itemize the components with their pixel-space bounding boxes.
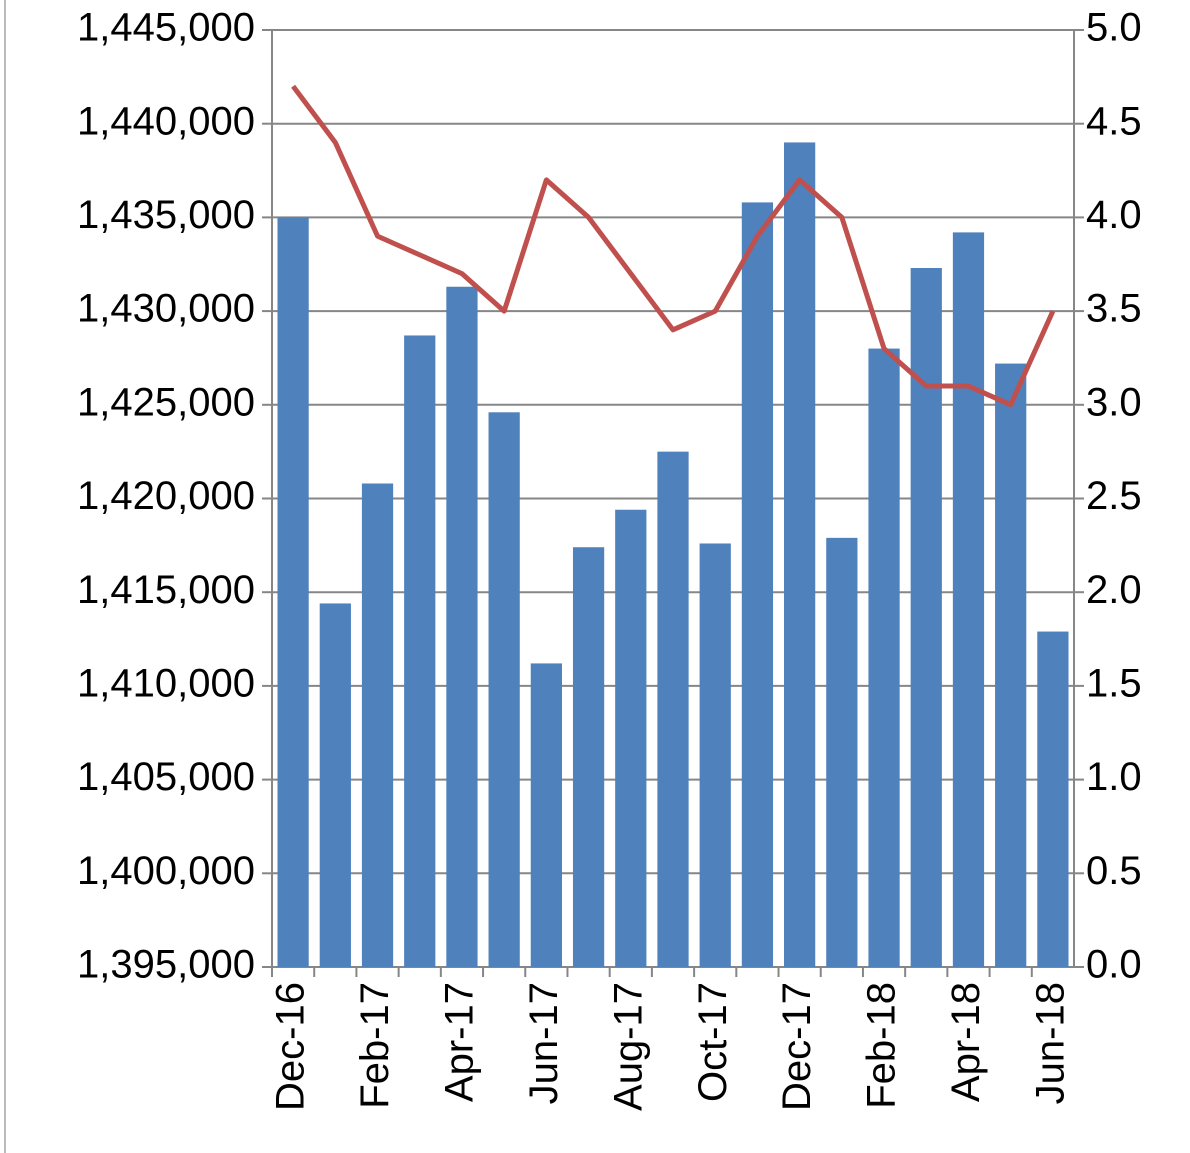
y2-tick-label: 4.0 xyxy=(1086,193,1142,237)
line xyxy=(291,84,1056,408)
bar xyxy=(404,335,436,967)
y-tick-label: 1,430,000 xyxy=(77,287,255,331)
y-tick-label: 1,415,000 xyxy=(77,568,255,612)
y2-tick-label: 4.5 xyxy=(1086,99,1142,143)
bar xyxy=(615,509,647,967)
x-tick-label: Aug-17 xyxy=(606,982,650,1111)
bar xyxy=(446,286,478,967)
y-tick-label: 1,445,000 xyxy=(77,6,255,50)
x-tick-label: Jun-18 xyxy=(1028,982,1072,1104)
x-tick-label: Dec-16 xyxy=(269,982,313,1111)
y2-tick-label: 0.0 xyxy=(1086,943,1142,987)
x-tick-label: Apr-18 xyxy=(944,982,988,1102)
y2-tick-label: 2.5 xyxy=(1086,474,1142,518)
y2-tick-label: 1.5 xyxy=(1086,661,1142,705)
bar xyxy=(488,412,520,967)
bar xyxy=(826,537,858,967)
bar xyxy=(572,547,605,967)
y2-tick-label: 0.5 xyxy=(1086,849,1142,893)
y-tick-label: 1,405,000 xyxy=(77,755,255,799)
x-tick-label: Apr-17 xyxy=(438,982,482,1102)
y2-tick-label: 1.0 xyxy=(1086,755,1142,799)
y-tick-label: 1,420,000 xyxy=(77,474,255,518)
bar xyxy=(530,663,562,967)
bar xyxy=(277,217,309,967)
x-tick-label: Feb-17 xyxy=(353,982,397,1109)
x-tick-label: Dec-17 xyxy=(775,982,819,1111)
y2-tick-label: 3.5 xyxy=(1086,287,1142,331)
bar xyxy=(699,543,731,967)
bar xyxy=(1037,631,1069,967)
bar xyxy=(657,451,689,967)
y-tick-label: 1,395,000 xyxy=(77,943,255,987)
bar xyxy=(995,363,1027,967)
x-tick-label: Jun-17 xyxy=(522,982,566,1104)
bar xyxy=(741,202,774,967)
y2-tick-label: 2.0 xyxy=(1086,568,1142,612)
y2-tick-label: 3.0 xyxy=(1086,380,1142,424)
y-tick-label: 1,425,000 xyxy=(77,380,255,424)
y-tick-label: 1,410,000 xyxy=(77,661,255,705)
bar xyxy=(361,483,394,967)
bar xyxy=(952,232,985,968)
y-tick-label: 1,435,000 xyxy=(77,193,255,237)
x-tick-label: Feb-18 xyxy=(860,982,904,1109)
bar xyxy=(868,348,900,968)
y-tick-label: 1,400,000 xyxy=(77,849,255,893)
x-tick-label: Oct-17 xyxy=(691,982,735,1102)
bar xyxy=(319,603,351,967)
bar xyxy=(784,142,816,967)
bar xyxy=(910,267,942,967)
y2-tick-label: 5.0 xyxy=(1086,6,1142,50)
y-tick-label: 1,440,000 xyxy=(77,99,255,143)
